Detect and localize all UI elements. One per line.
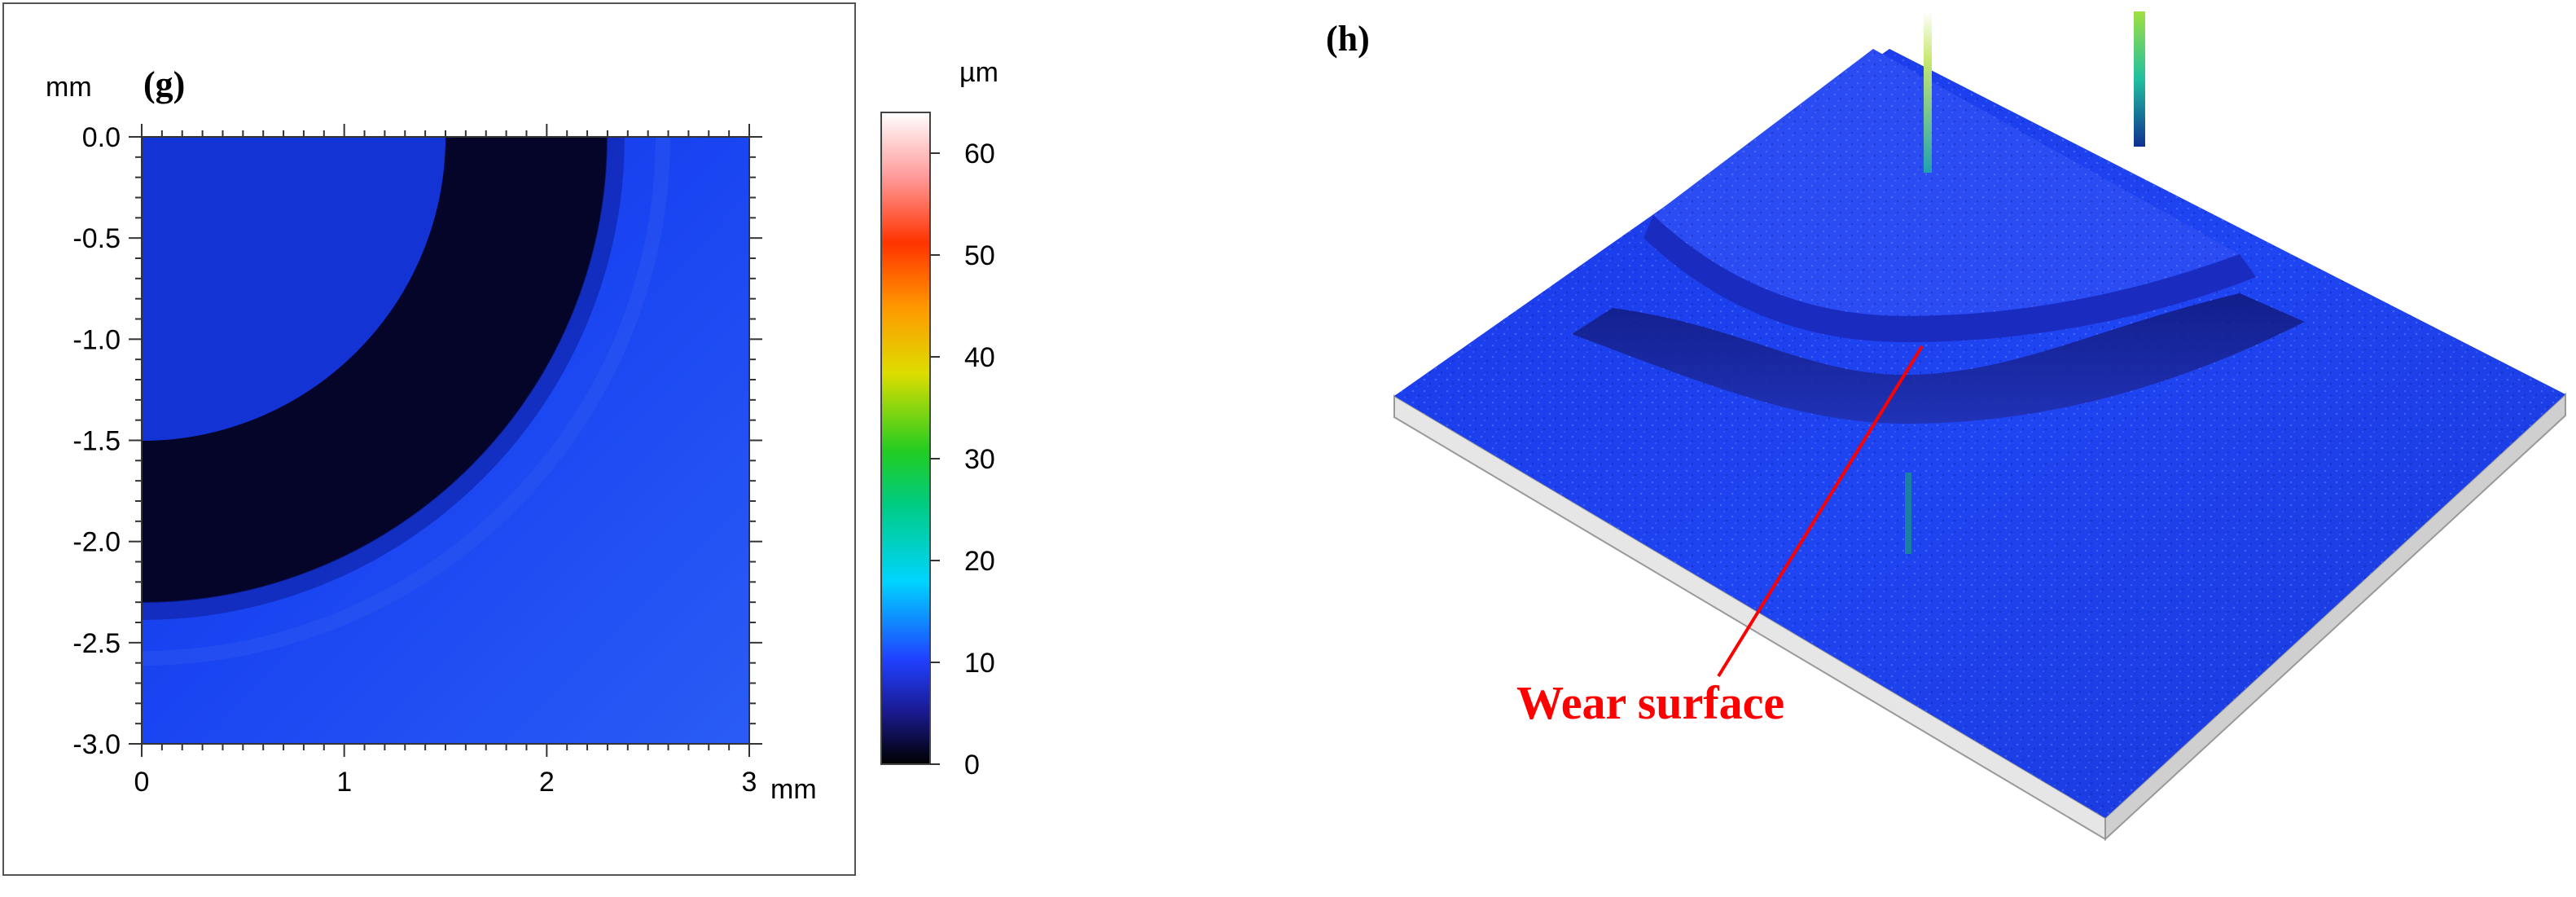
y-tick-label: -1.0 (72, 324, 121, 355)
x-axis-unit: mm (770, 774, 817, 805)
colorbar-tick-label: 60 (964, 139, 995, 169)
y-tick-label: -2.0 (72, 527, 121, 558)
y-tick-label: -2.5 (72, 628, 121, 659)
colorbar-tick-label: 20 (964, 546, 995, 577)
y-tick-label: -1.5 (72, 426, 121, 457)
y-tick-label: -3.0 (72, 729, 121, 760)
y-axis-unit: mm (46, 72, 92, 103)
colorbar-tick-label: 30 (964, 444, 995, 475)
y-tick-label: 0.0 (82, 122, 121, 153)
colorbar-tick-label: 0 (964, 750, 980, 780)
wear-groove-3d (1572, 293, 2305, 424)
x-tick-label: 0 (134, 767, 150, 798)
x-tick-label: 1 (336, 767, 352, 798)
x-axis-ticks: 0 1 2 3 (134, 124, 757, 798)
annotation-leader-line (1717, 345, 1924, 678)
colorbar-ticks: 0 10 20 30 40 50 60 (930, 139, 995, 780)
colorbar-tick-label: 10 (964, 648, 995, 679)
colorbar (880, 112, 931, 765)
inner-region (142, 137, 445, 441)
surface-3d-figure: (h) Wear surface (1326, 11, 2566, 842)
spike-1 (1924, 11, 1932, 173)
spike-2 (2134, 11, 2145, 147)
panel-label-h: (h) (1326, 19, 1370, 59)
spike-3 (1905, 473, 1911, 554)
colorbar-tick-label: 50 (964, 240, 995, 271)
wear-surface-label: Wear surface (1516, 676, 1784, 729)
y-tick-label: -0.5 (72, 223, 121, 254)
height-map (142, 137, 749, 744)
x-tick-label: 2 (539, 767, 555, 798)
substrate-right-side (2104, 392, 2566, 842)
colorbar-tick-label: 40 (964, 342, 995, 373)
x-tick-label: 3 (742, 767, 757, 798)
y-axis-ticks: 0.0 -0.5 -1.0 -1.5 -2.0 -2.5 -3.0 (72, 122, 762, 760)
panel-label-g: (g) (143, 64, 185, 104)
colorbar-unit: µm (959, 57, 998, 88)
